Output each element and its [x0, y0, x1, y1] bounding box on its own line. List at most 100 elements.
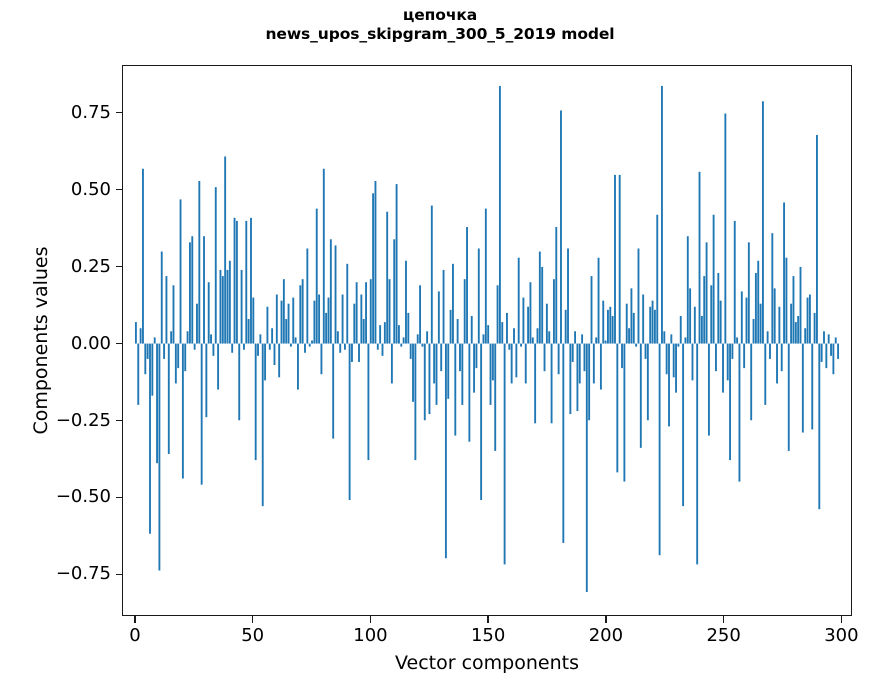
- bar: [346, 263, 349, 344]
- bar: [515, 343, 518, 378]
- bar: [426, 331, 429, 344]
- bar: [477, 248, 480, 344]
- bar: [177, 343, 180, 369]
- bar: [210, 334, 212, 344]
- bar: [289, 343, 292, 347]
- bar: [785, 257, 788, 344]
- bar: [376, 343, 379, 350]
- bar: [231, 343, 234, 353]
- bar: [665, 343, 668, 375]
- bar: [358, 343, 360, 362]
- bar: [496, 285, 499, 344]
- bar: [536, 328, 539, 344]
- bar: [259, 334, 262, 344]
- bar: [158, 343, 161, 571]
- bar: [585, 343, 588, 593]
- bar: [271, 328, 274, 344]
- bar: [325, 312, 328, 344]
- x-tick-mark: [134, 616, 136, 623]
- bar: [611, 315, 614, 344]
- bar: [473, 343, 476, 393]
- bar: [207, 282, 210, 344]
- bar: [790, 303, 793, 344]
- bar: [245, 220, 248, 344]
- bar: [360, 294, 363, 344]
- bar: [794, 322, 797, 344]
- bar: [142, 168, 144, 344]
- bar: [393, 239, 396, 344]
- bar: [590, 276, 593, 344]
- bar: [823, 331, 825, 344]
- bar: [625, 303, 628, 344]
- bar: [804, 328, 807, 344]
- bar: [747, 242, 750, 344]
- bar: [266, 306, 269, 344]
- bar: [719, 300, 722, 344]
- bar: [268, 343, 271, 350]
- x-tick-mark: [840, 616, 843, 623]
- bar: [816, 135, 818, 344]
- bar: [576, 343, 579, 412]
- bar: [832, 343, 835, 375]
- bar: [367, 343, 370, 461]
- bar: [329, 239, 332, 344]
- bar: [134, 322, 137, 344]
- bar: [513, 328, 515, 344]
- bar: [759, 303, 762, 344]
- bar-series: [134, 85, 840, 593]
- bar: [644, 343, 647, 359]
- bar: [219, 269, 222, 344]
- bar: [543, 343, 546, 372]
- bar: [707, 343, 710, 436]
- bar: [567, 248, 569, 344]
- bar: [311, 340, 313, 344]
- bar: [339, 343, 342, 353]
- bar: [538, 251, 541, 344]
- bar: [658, 343, 661, 556]
- bar: [773, 288, 776, 344]
- bar: [578, 343, 581, 384]
- bar: [343, 343, 346, 350]
- bar: [419, 285, 422, 344]
- bar: [811, 343, 814, 430]
- bar: [717, 273, 720, 344]
- bar: [318, 294, 321, 344]
- bar: [712, 214, 715, 344]
- bar: [639, 343, 642, 448]
- y-tick-mark: [115, 188, 122, 191]
- bar: [498, 85, 501, 344]
- bar: [722, 343, 724, 393]
- bar: [447, 343, 450, 399]
- bar: [409, 343, 412, 359]
- bar: [724, 113, 727, 344]
- bar: [308, 343, 311, 347]
- bar: [583, 343, 586, 372]
- bar: [731, 343, 734, 359]
- bar: [780, 343, 783, 372]
- bar: [597, 257, 600, 344]
- bar: [653, 309, 656, 344]
- x-tick-mark: [252, 616, 254, 623]
- bar: [463, 279, 466, 344]
- bar: [416, 334, 419, 344]
- bar: [250, 217, 252, 344]
- bar: [761, 101, 764, 344]
- bar: [264, 343, 267, 381]
- y-tick-mark: [115, 573, 122, 576]
- bar: [193, 343, 196, 350]
- bar: [675, 343, 677, 393]
- y-tick-mark: [115, 342, 122, 345]
- bar: [191, 236, 194, 344]
- bar: [184, 343, 187, 372]
- bar: [226, 269, 229, 344]
- x-tick-label: 100: [353, 625, 388, 646]
- bar: [405, 260, 407, 344]
- bar: [203, 236, 205, 344]
- bar: [444, 343, 447, 559]
- x-tick-mark: [722, 616, 725, 623]
- bar: [801, 343, 804, 433]
- bar: [649, 306, 652, 344]
- bar: [787, 343, 790, 451]
- bar: [677, 343, 680, 347]
- bar: [552, 279, 555, 344]
